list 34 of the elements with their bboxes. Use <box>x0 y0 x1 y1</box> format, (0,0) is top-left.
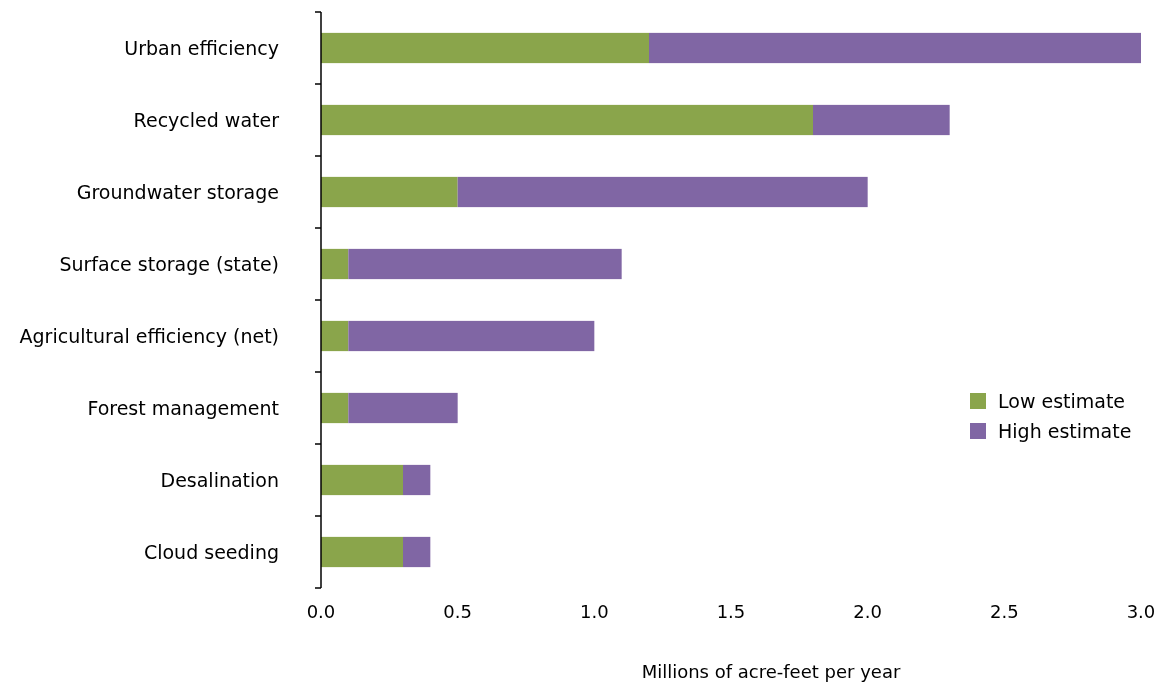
x-tick-label: 1.5 <box>716 601 746 623</box>
x-tick-label: 3.0 <box>1126 601 1156 623</box>
bar <box>321 320 349 352</box>
x-tick-label: 2.5 <box>990 601 1019 623</box>
y-tick-label: Agricultural efficiency (net) <box>19 324 279 347</box>
bar <box>348 248 622 280</box>
x-tick-label: 0.5 <box>443 601 472 623</box>
bar <box>457 176 868 208</box>
bar <box>321 104 813 136</box>
x-tick-label: 0.0 <box>306 601 336 623</box>
y-tick-label: Urban efficiency <box>124 36 279 59</box>
x-tick-label: 2.0 <box>853 601 882 623</box>
x-tick-label: 1.0 <box>580 601 609 623</box>
legend-label: High estimate <box>998 419 1132 442</box>
y-tick-label: Desalination <box>160 468 279 491</box>
legend-label: Low estimate <box>998 389 1126 412</box>
x-axis-title: Millions of acre-feet per year <box>641 661 901 682</box>
bar <box>321 248 349 280</box>
y-tick-label: Forest management <box>87 396 279 419</box>
y-tick-label: Cloud seeding <box>143 540 279 563</box>
y-tick-label: Groundwater storage <box>76 180 279 203</box>
bar <box>348 392 458 424</box>
bar <box>321 176 458 208</box>
bar <box>403 536 431 568</box>
bar <box>321 392 349 424</box>
bar <box>403 464 431 496</box>
bar <box>321 464 403 496</box>
bar <box>649 32 1141 64</box>
y-tick-label: Surface storage (state) <box>59 252 279 275</box>
bar <box>348 320 595 352</box>
y-tick-label: Recycled water <box>133 108 280 131</box>
bar <box>321 536 403 568</box>
bar <box>813 104 950 136</box>
bar <box>321 32 649 64</box>
